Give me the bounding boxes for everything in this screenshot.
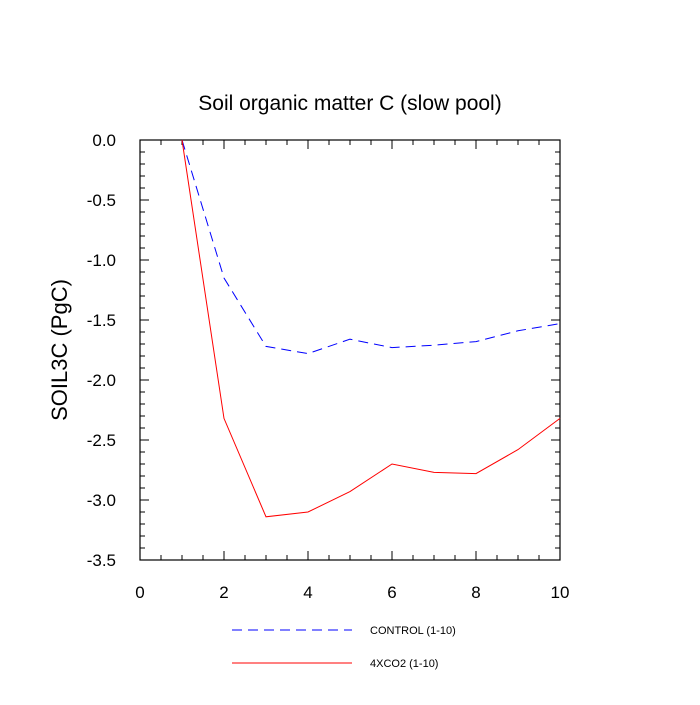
y-tick-label: -2.5 xyxy=(87,431,116,450)
y-tick-label: -1.5 xyxy=(87,311,116,330)
y-tick-label: 0.0 xyxy=(92,131,116,150)
y-axis-label: SOIL3C (PgC) xyxy=(47,279,72,421)
x-tick-label: 6 xyxy=(387,583,396,602)
chart-title: Soil organic matter C (slow pool) xyxy=(198,92,501,115)
x-tick-label: 8 xyxy=(471,583,480,602)
y-tick-label: -1.0 xyxy=(87,251,116,270)
plot-area: 0 2 4 6 8 10 0.0 -0.5 -1.0 -1.5 -2.0 -2.5 -3.0 -3.5 xyxy=(87,131,570,602)
y-tick-label: -3.0 xyxy=(87,491,116,510)
y-tick-label: -0.5 xyxy=(87,191,116,210)
legend-label-1: CONTROL (1-10) xyxy=(370,625,456,637)
y-tick-label: -3.5 xyxy=(87,551,116,570)
series-line-1 xyxy=(181,139,561,355)
x-tick-label: 2 xyxy=(219,583,228,602)
series-line-2 xyxy=(181,139,561,518)
x-tick-label: 10 xyxy=(551,583,570,602)
plot-frame xyxy=(139,139,561,561)
x-tick-label: 0 xyxy=(135,583,144,602)
legend-label-2: 4XCO2 (1-10) xyxy=(370,658,438,670)
x-tick-label: 4 xyxy=(303,583,312,602)
legend: CONTROL (1-10) 4XCO2 (1-10) xyxy=(232,625,456,670)
y-tick-label: -2.0 xyxy=(87,371,116,390)
